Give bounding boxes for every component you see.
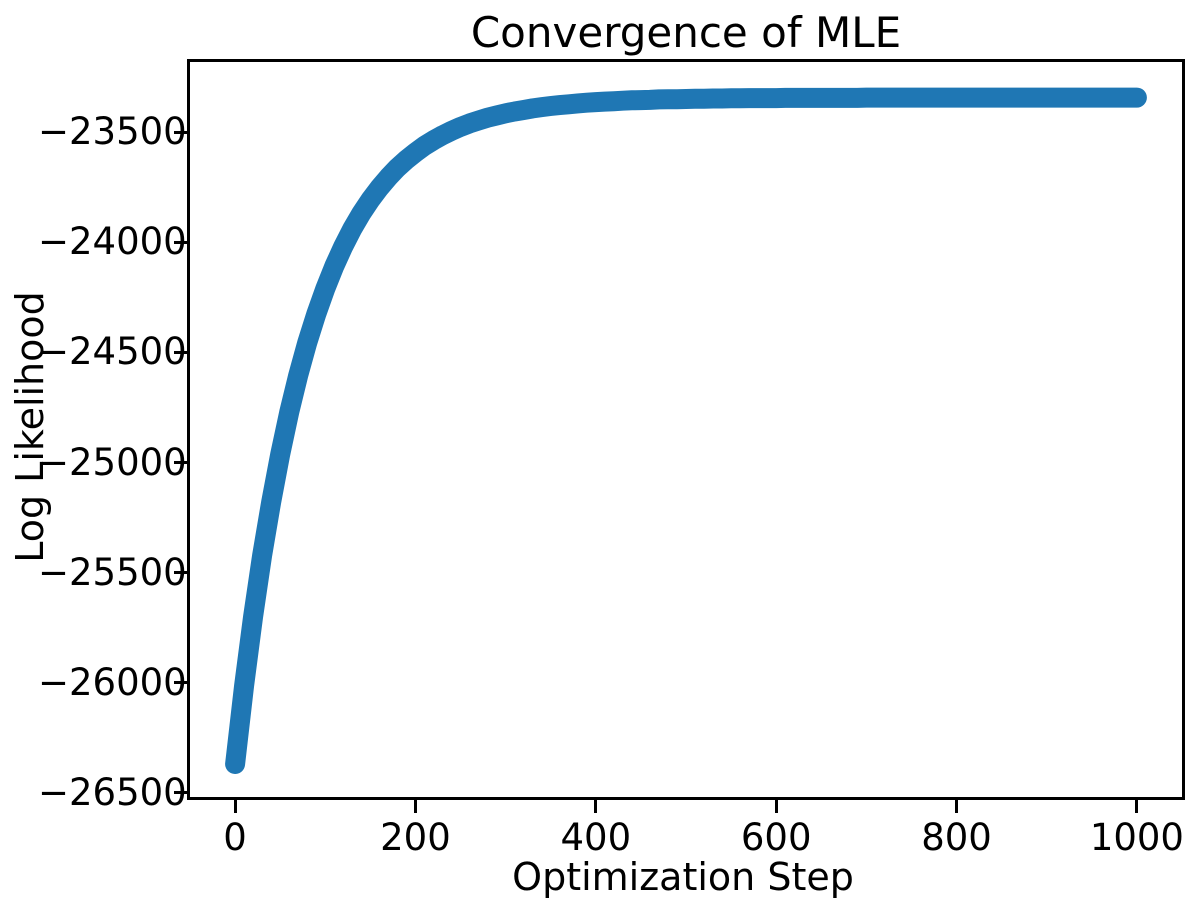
- y-tick-mark: [174, 350, 187, 354]
- y-tick-label: −23500: [38, 110, 187, 154]
- x-tick-mark: [1135, 800, 1139, 813]
- y-tick-label: −24000: [38, 220, 187, 264]
- y-tick-mark: [174, 461, 187, 464]
- x-tick-mark: [774, 800, 778, 813]
- x-tick-mark: [413, 800, 417, 813]
- series-curve: [225, 87, 1147, 774]
- y-tick-label: −26500: [38, 770, 187, 814]
- y-axis-label: Log Likelihood: [8, 291, 52, 563]
- y-tick-label: −25000: [38, 440, 187, 484]
- y-tick-label: −25500: [38, 550, 187, 594]
- x-tick-label: 0: [223, 816, 247, 859]
- x-tick-mark: [233, 800, 237, 813]
- plot-area: [187, 59, 1185, 800]
- x-tick-label: 200: [380, 816, 451, 859]
- y-tick-mark: [174, 130, 187, 134]
- x-axis-label: Optimization Step: [512, 855, 854, 899]
- y-tick-mark: [174, 681, 187, 685]
- y-tick-label: −24500: [38, 330, 187, 374]
- scatter-series-log-likelihood: [225, 87, 1147, 774]
- chart-title: Convergence of MLE: [470, 8, 902, 57]
- x-tick-label: 400: [560, 816, 632, 859]
- x-tick-label: 800: [921, 816, 992, 859]
- y-tick-mark: [174, 240, 187, 244]
- y-tick-mark: [174, 571, 187, 575]
- y-tick-label: −26000: [38, 660, 187, 704]
- x-tick-label: 600: [740, 816, 812, 859]
- x-tick-mark: [955, 800, 959, 813]
- y-tick-mark: [174, 791, 187, 795]
- x-tick-label: 1000: [1089, 816, 1184, 859]
- x-tick-mark: [594, 800, 598, 813]
